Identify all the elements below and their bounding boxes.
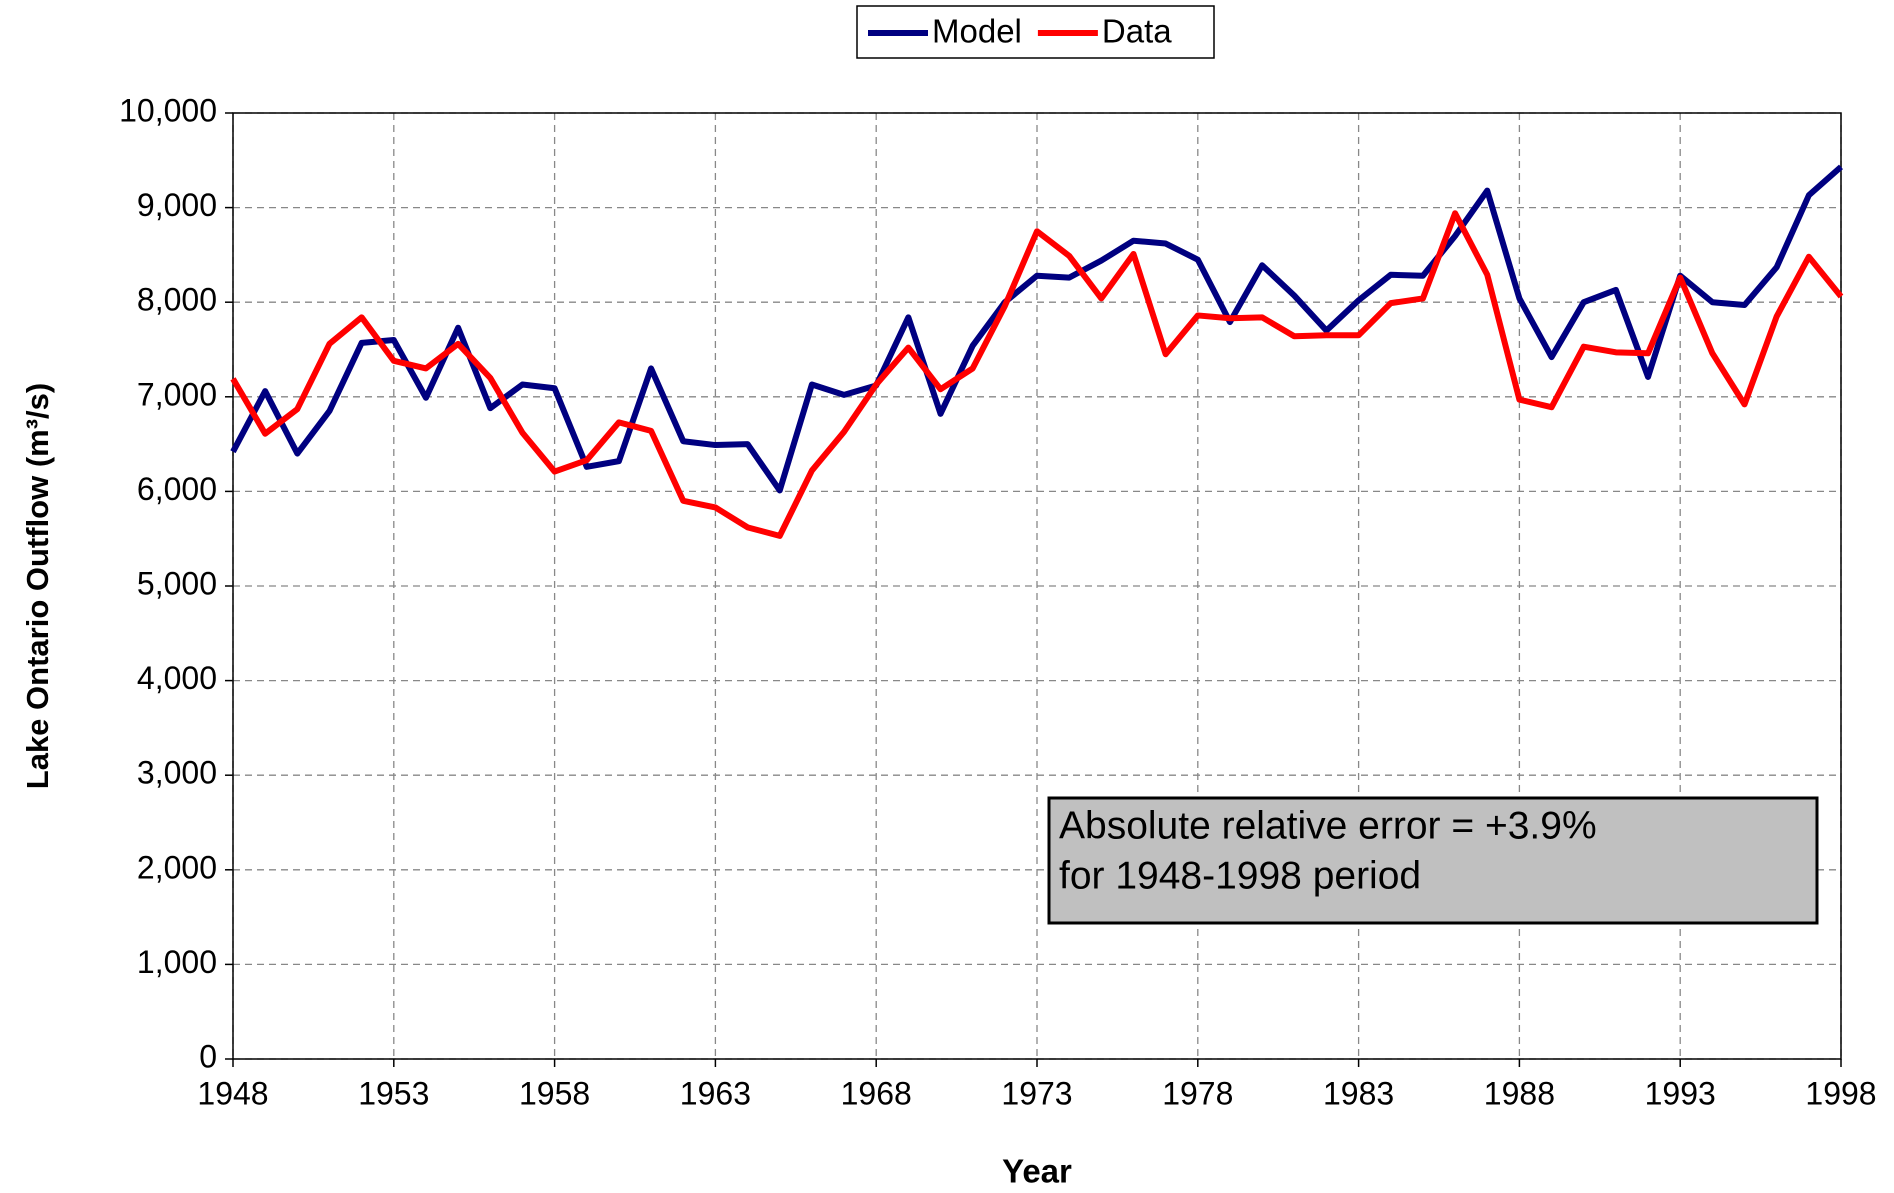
- x-tick-label: 1978: [1162, 1075, 1233, 1111]
- x-axis-label: Year: [1002, 1153, 1072, 1188]
- legend-label: Data: [1102, 13, 1172, 50]
- legend-label: Model: [932, 13, 1022, 50]
- x-tick-label: 1993: [1645, 1075, 1716, 1111]
- y-tick-label: 7,000: [137, 376, 217, 412]
- annotation-text: Absolute relative error = +3.9%: [1059, 804, 1597, 847]
- x-tick-label: 1953: [358, 1075, 429, 1111]
- y-tick-label: 10,000: [119, 92, 217, 128]
- y-tick-label: 0: [199, 1038, 217, 1074]
- x-tick-label: 1973: [1001, 1075, 1072, 1111]
- x-tick-label: 1948: [197, 1075, 268, 1111]
- plot-border: [232, 112, 1842, 1060]
- y-tick-label: 5,000: [137, 565, 217, 601]
- y-tick-label: 2,000: [137, 849, 217, 885]
- x-tick-label: 1983: [1323, 1075, 1394, 1111]
- y-tick-label: 3,000: [137, 755, 217, 791]
- x-tick-label: 1988: [1484, 1075, 1555, 1111]
- y-tick-label: 4,000: [137, 660, 217, 696]
- x-tick-label: 1998: [1805, 1075, 1876, 1111]
- line-series: [230, 210, 1844, 539]
- y-tick-label: 6,000: [137, 471, 217, 507]
- annotation-text: for 1948-1998 period: [1059, 854, 1421, 897]
- annotation-box: [1047, 796, 1819, 925]
- y-tick-label: 9,000: [137, 187, 217, 223]
- x-tick-label: 1958: [519, 1075, 590, 1111]
- y-tick-label: 1,000: [137, 944, 217, 980]
- y-tick-label: 8,000: [137, 282, 217, 318]
- x-tick-label: 1968: [841, 1075, 912, 1111]
- y-axis-label: Lake Ontario Outflow (m³/s): [20, 383, 55, 789]
- x-tick-label: 1963: [680, 1075, 751, 1111]
